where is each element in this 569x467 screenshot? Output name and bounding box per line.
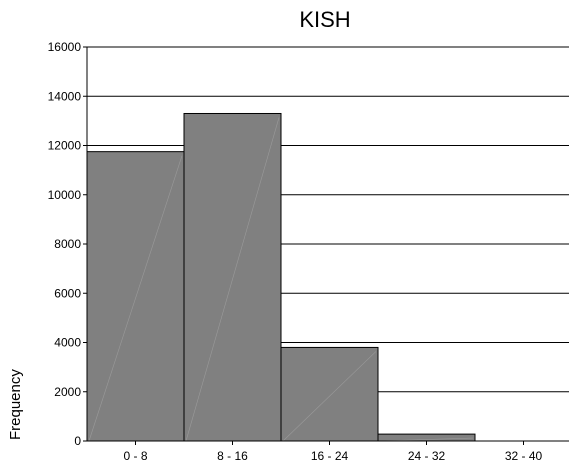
chart-title: KISH: [299, 7, 350, 32]
x-tick-label: 24 - 32: [408, 449, 446, 463]
bar: [280, 346, 379, 442]
y-tick-label: 0: [74, 434, 81, 448]
x-tick-label: 0 - 8: [123, 449, 147, 463]
bar-highlight: [88, 155, 183, 442]
bar-highlight: [185, 117, 280, 442]
y-tick-label: 2000: [54, 385, 81, 399]
y-tick-label: 16000: [48, 40, 82, 54]
x-tick-labels: 0 - 8 8 - 16 16 - 24 24 - 32 32 - 40: [123, 449, 542, 463]
y-tick-labels: 0 2000 4000 6000 8000 10000 12000 14000 16000: [48, 40, 82, 448]
x-tick-label: 16 - 24: [311, 449, 349, 463]
y-tick-label: 8000: [54, 237, 81, 251]
y-tick-label: 4000: [54, 336, 81, 350]
y-tick-label: 14000: [48, 89, 82, 103]
y-tick-label: 10000: [48, 188, 82, 202]
x-tick-label: 32 - 40: [505, 449, 543, 463]
bar: [183, 112, 282, 442]
y-tick-label: 6000: [54, 286, 81, 300]
x-tick-label: 8 - 16: [217, 449, 248, 463]
bar-highlight: [282, 351, 377, 442]
axes: [83, 46, 569, 445]
y-tick-label: 12000: [48, 139, 82, 153]
y-axis-label: Frequency: [7, 369, 24, 440]
bar: [377, 433, 476, 442]
